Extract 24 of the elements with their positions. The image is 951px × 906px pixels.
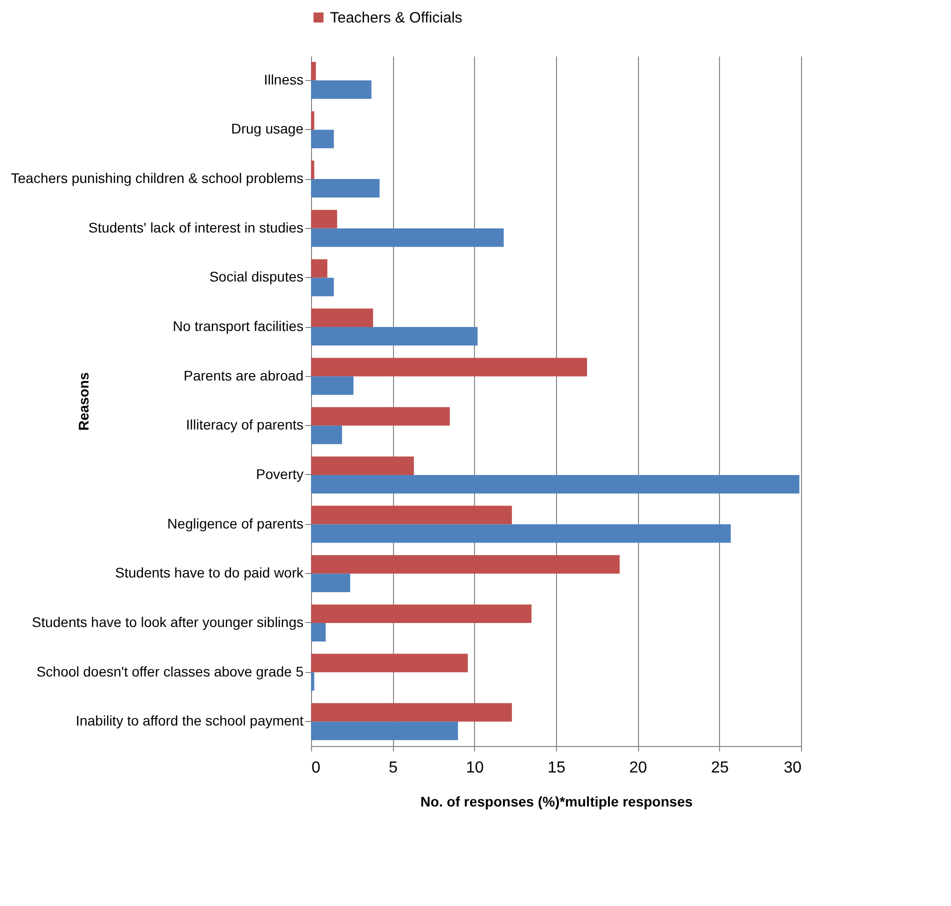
- x-tick-label: 10: [466, 760, 484, 776]
- y-tick-label: School doesn't offer classes above grade 5: [36, 663, 304, 680]
- y-tick-label: Negligence of parents: [167, 515, 304, 532]
- x-axis-title: No. of responses (%)*multiple responses: [420, 794, 693, 810]
- y-axis-title: Reasons: [76, 372, 92, 431]
- x-tick-label: 20: [629, 760, 648, 776]
- y-tick-label: Parents are abroad: [184, 367, 304, 384]
- legend-label: Teachers & Officials: [330, 10, 462, 26]
- y-tick-label: Poverty: [256, 466, 304, 482]
- y-tick-label: Students have to do paid work: [115, 564, 304, 581]
- x-tick-label: 0: [312, 760, 320, 776]
- y-tick-label: Illiteracy of parents: [186, 416, 304, 433]
- x-tick-label: 25: [710, 760, 729, 776]
- y-tick-label: Illness: [264, 71, 304, 88]
- y-tick-label: Students' lack of interest in studies: [88, 219, 304, 236]
- x-tick-label: 5: [388, 760, 398, 776]
- y-tick-label: Students have to look after younger siblings: [32, 614, 304, 630]
- x-tick-label: 30: [784, 760, 802, 776]
- x-tick-label: 15: [548, 760, 566, 776]
- y-tick-label: Teachers punishing children & school problems: [10, 170, 304, 186]
- y-tick-label: Drug usage: [231, 120, 304, 137]
- y-tick-label: Social disputes: [209, 268, 304, 285]
- y-tick-label: No transport facilities: [172, 318, 304, 334]
- y-tick-label: Inability to afford the school payment: [76, 712, 304, 729]
